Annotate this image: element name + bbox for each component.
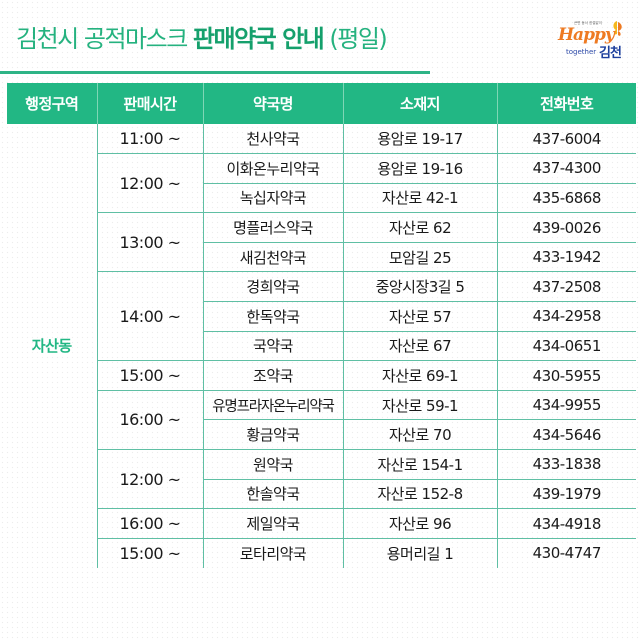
address: 자산로 70	[342, 419, 498, 451]
pharmacy-name: 제일약국	[202, 508, 344, 539]
pharmacy-name: 경희약국	[202, 271, 344, 303]
logo-city: 김천	[599, 46, 622, 61]
time-cell: 12:00 ~	[96, 449, 204, 510]
logo-tagline: 큰변 동서 한결같이	[574, 21, 602, 25]
address: 중앙시장3길 5	[342, 271, 498, 303]
table-row: 16:00 ~ 제일약국 자산로 96 434-4918	[7, 508, 636, 539]
phone: 435-6868	[496, 182, 636, 214]
logo-happy: Happy	[558, 25, 615, 45]
time-cell: 16:00 ~	[96, 389, 204, 451]
time-cell: 15:00 ~	[96, 537, 204, 568]
phone: 434-0651	[496, 330, 636, 362]
phone: 434-9955	[496, 389, 636, 421]
table-row: 12:00 ~ 원약국 자산로 154-1 433-1838	[7, 449, 636, 510]
address: 자산로 154-1	[342, 449, 498, 480]
table-row: 15:00 ~ 로타리약국 용머리길 1 430-4747	[7, 537, 636, 568]
time-cell: 14:00 ~	[96, 271, 204, 362]
table-row: 12:00 ~ 이화온누리약국 용암로 19-16 437-4300	[7, 153, 636, 214]
table-row: 황금약국 자산로 70 434-5646	[7, 419, 636, 451]
table-row: 새김천약국 모암길 25 433-1942	[7, 241, 636, 273]
phone: 437-6004	[496, 124, 636, 155]
time-cell: 11:00 ~	[96, 124, 204, 155]
address: 자산로 152-8	[342, 478, 498, 510]
phone: 430-5955	[496, 360, 636, 391]
header-time: 판매시간	[96, 83, 203, 124]
address: 자산로 42-1	[342, 182, 498, 214]
time-cell: 12:00 ~	[96, 153, 204, 214]
table-row: 한솔약국 자산로 152-8 439-1979	[7, 478, 636, 510]
phone: 439-1979	[496, 478, 636, 510]
pharmacy-name: 이화온누리약국	[202, 153, 344, 184]
title-underline	[0, 71, 430, 74]
address: 모암길 25	[342, 241, 498, 273]
time-cell: 13:00 ~	[96, 212, 204, 273]
table-row: 15:00 ~ 조약국 자산로 69-1 430-5955	[7, 360, 636, 391]
address: 자산로 96	[342, 508, 498, 539]
district-cell: 자산동	[31, 337, 72, 356]
table-row: 14:00 ~ 경희약국 중앙시장3길 5 437-2508	[7, 271, 636, 362]
table-header-row: 행정구역 판매시간 약국명 소재지 전화번호	[7, 83, 636, 124]
address: 용암로 19-17	[342, 124, 498, 155]
header-address: 소재지	[342, 83, 497, 124]
page-title: 김천시 공적마스크 판매약국 안내 (평일)	[16, 22, 388, 56]
phone: 439-0026	[496, 212, 636, 243]
pharmacy-name: 원약국	[202, 449, 344, 480]
pharmacy-name: 황금약국	[202, 419, 344, 451]
phone: 433-1942	[496, 241, 636, 273]
pharmacy-name: 한솔약국	[202, 478, 344, 510]
logo-together: together	[566, 48, 597, 56]
pharmacy-name: 새김천약국	[202, 241, 344, 273]
table-row: 13:00 ~ 명플러스약국 자산로 62 439-0026	[7, 212, 636, 273]
phone: 437-2508	[496, 271, 636, 303]
phone: 434-2958	[496, 301, 636, 332]
phone: 430-4747	[496, 537, 636, 568]
table-row: 16:00 ~ 유명프라자온누리약국 자산로 59-1 434-9955	[7, 389, 636, 451]
pharmacy-name: 천사약국	[202, 124, 344, 155]
city-logo: 큰변 동서 한결같이 Happy together 김천	[556, 16, 636, 64]
pharmacy-name: 명플러스약국	[202, 212, 344, 243]
header-phone: 전화번호	[496, 83, 636, 124]
phone: 434-4918	[496, 508, 636, 539]
title-regular: 김천시 공적마스크	[16, 25, 193, 53]
address: 자산로 59-1	[342, 389, 498, 421]
pharmacy-name: 국약국	[202, 330, 344, 362]
pharmacy-name: 한독약국	[202, 301, 344, 332]
address: 용암로 19-16	[342, 153, 498, 184]
table-row: 자산동 11:00 ~ 천사약국 용암로 19-17 437-6004	[7, 124, 636, 355]
header-district: 행정구역	[7, 83, 97, 124]
address: 용머리길 1	[342, 537, 498, 568]
time-cell: 15:00 ~	[96, 360, 204, 391]
phone: 437-4300	[496, 153, 636, 184]
address: 자산로 57	[342, 301, 498, 332]
table-row: 녹십자약국 자산로 42-1 435-6868	[7, 182, 636, 214]
address: 자산로 69-1	[342, 360, 498, 391]
butterfly-logo-icon	[613, 21, 622, 36]
pharmacy-name: 유명프라자온누리약국	[202, 389, 344, 421]
pharmacy-name: 녹십자약국	[202, 182, 344, 214]
address: 자산로 67	[342, 330, 498, 362]
phone: 434-5646	[496, 419, 636, 451]
title-bold: 판매약국 안내	[192, 25, 325, 53]
pharmacy-table: 행정구역 판매시간 약국명 소재지 전화번호 자산동 11:00 ~ 천사약국 …	[7, 83, 636, 568]
phone: 433-1838	[496, 449, 636, 480]
header-pharmacy-name: 약국명	[202, 83, 343, 124]
pharmacy-name: 조약국	[202, 360, 344, 391]
time-cell: 16:00 ~	[96, 508, 204, 539]
title-suffix: (평일)	[323, 25, 387, 53]
pharmacy-name: 로타리약국	[202, 537, 344, 568]
address: 자산로 62	[342, 212, 498, 243]
